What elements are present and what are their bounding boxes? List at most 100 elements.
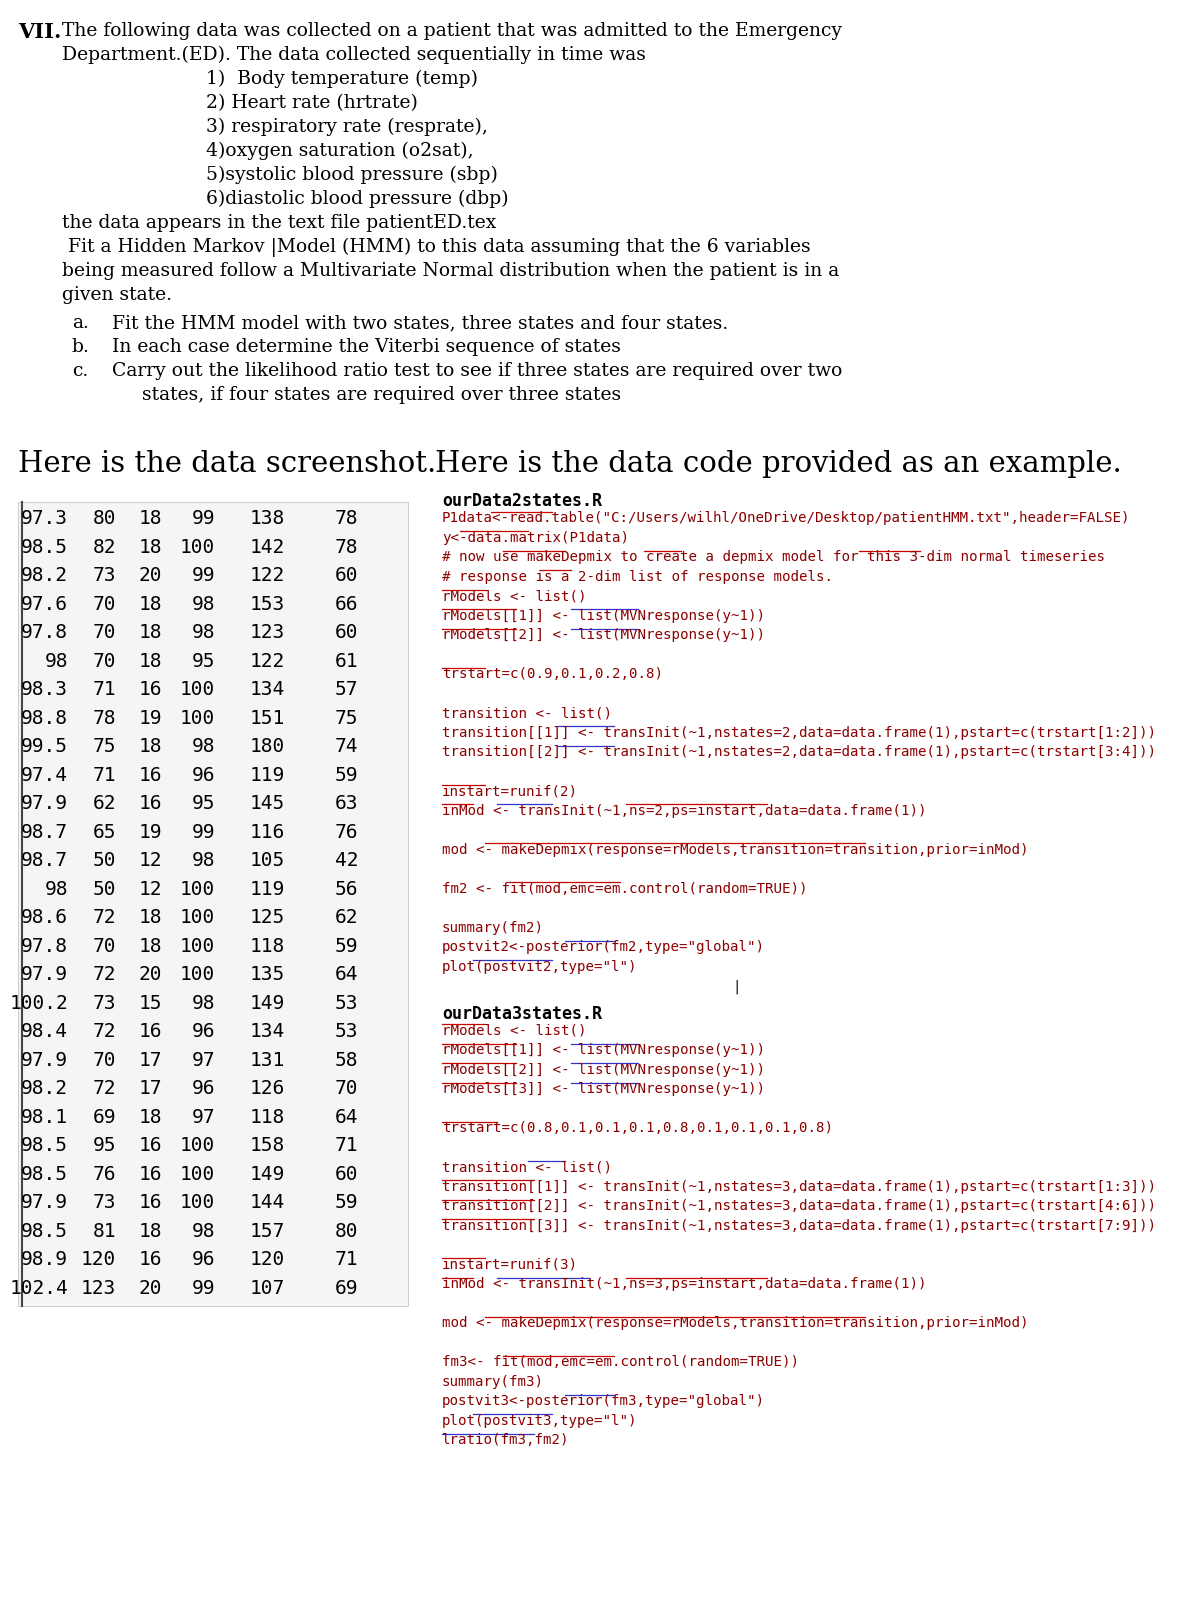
Text: 59: 59 — [335, 765, 358, 784]
Text: instart=runif(2): instart=runif(2) — [442, 784, 578, 799]
Text: 71: 71 — [92, 765, 116, 784]
Text: summary(fm2): summary(fm2) — [442, 921, 544, 935]
Text: 73: 73 — [92, 1193, 116, 1212]
Text: 98: 98 — [192, 1222, 215, 1241]
Text: In each case determine the Viterbi sequence of states: In each case determine the Viterbi seque… — [100, 338, 620, 355]
Text: 16: 16 — [138, 1137, 162, 1154]
Text: 158: 158 — [250, 1137, 286, 1154]
Text: 96: 96 — [192, 765, 215, 784]
Text: 15: 15 — [138, 994, 162, 1012]
Text: c.: c. — [72, 362, 89, 379]
Text: 64: 64 — [335, 1108, 358, 1127]
Text: 98.9: 98.9 — [22, 1250, 68, 1270]
Text: 97: 97 — [192, 1050, 215, 1069]
Text: fm2 <- fit(mod,emc=em.control(random=TRUE)): fm2 <- fit(mod,emc=em.control(random=TRU… — [442, 882, 808, 895]
Text: 56: 56 — [335, 879, 358, 898]
Text: 71: 71 — [335, 1250, 358, 1270]
Text: 100: 100 — [180, 1193, 215, 1212]
Text: 119: 119 — [250, 765, 286, 784]
Text: 70: 70 — [92, 1050, 116, 1069]
Text: P1data<-read.table("C:/Users/wilhl/OneDrive/Desktop/patientHMM.txt",header=FALSE: P1data<-read.table("C:/Users/wilhl/OneDr… — [442, 511, 1130, 525]
Text: 97.9: 97.9 — [22, 1193, 68, 1212]
Text: rModels[[1]] <- list(MVNresponse(y~1)): rModels[[1]] <- list(MVNresponse(y~1)) — [442, 1044, 766, 1057]
Text: rModels[[2]] <- list(MVNresponse(y~1)): rModels[[2]] <- list(MVNresponse(y~1)) — [442, 628, 766, 642]
Text: 75: 75 — [335, 709, 358, 727]
Text: 98.8: 98.8 — [22, 709, 68, 727]
Text: 18: 18 — [138, 594, 162, 613]
Text: 97.8: 97.8 — [22, 937, 68, 956]
Text: 98: 98 — [44, 652, 68, 671]
Text: 126: 126 — [250, 1079, 286, 1098]
Text: 6)diastolic blood pressure (dbp): 6)diastolic blood pressure (dbp) — [62, 191, 509, 208]
Text: 12: 12 — [138, 852, 162, 869]
Text: 70: 70 — [92, 594, 116, 613]
Text: 66: 66 — [335, 594, 358, 613]
Text: 98.5: 98.5 — [22, 1164, 68, 1183]
Text: 53: 53 — [335, 1021, 358, 1041]
Text: 120: 120 — [80, 1250, 116, 1270]
Text: 98.3: 98.3 — [22, 680, 68, 700]
Text: 60: 60 — [335, 567, 358, 584]
Text: 18: 18 — [138, 538, 162, 557]
Text: 98.1: 98.1 — [22, 1108, 68, 1127]
Text: 20: 20 — [138, 965, 162, 985]
Text: plot(postvit2,type="l"): plot(postvit2,type="l") — [442, 959, 637, 973]
Text: 73: 73 — [92, 567, 116, 584]
Text: 3) respiratory rate (resprate),: 3) respiratory rate (resprate), — [62, 118, 488, 136]
Text: 70: 70 — [92, 623, 116, 642]
Text: Fit the HMM model with two states, three states and four states.: Fit the HMM model with two states, three… — [100, 314, 728, 331]
Text: # response is a 2-dim list of response models.: # response is a 2-dim list of response m… — [442, 570, 833, 584]
Text: 20: 20 — [138, 567, 162, 584]
Text: transition[[1]] <- transInit(~1,nstates=2,data=data.frame(1),pstart=c(trstart[1:: transition[[1]] <- transInit(~1,nstates=… — [442, 725, 1156, 740]
Text: 98: 98 — [192, 852, 215, 869]
Text: Carry out the likelihood ratio test to see if three states are required over two: Carry out the likelihood ratio test to s… — [100, 362, 842, 379]
Text: 64: 64 — [335, 965, 358, 985]
Text: 97.9: 97.9 — [22, 1050, 68, 1069]
Text: rModels <- list(): rModels <- list() — [442, 589, 587, 604]
Text: 119: 119 — [250, 879, 286, 898]
Text: 118: 118 — [250, 1108, 286, 1127]
Text: 72: 72 — [92, 965, 116, 985]
Text: 73: 73 — [92, 994, 116, 1012]
Text: 70: 70 — [92, 937, 116, 956]
Text: rModels[[3]] <- list(MVNresponse(y~1)): rModels[[3]] <- list(MVNresponse(y~1)) — [442, 1082, 766, 1097]
Text: 95: 95 — [92, 1137, 116, 1154]
Text: 98: 98 — [44, 879, 68, 898]
Text: Here is the data screenshot.: Here is the data screenshot. — [18, 450, 437, 479]
Text: 97.4: 97.4 — [22, 765, 68, 784]
Text: 50: 50 — [92, 852, 116, 869]
Text: 82: 82 — [92, 538, 116, 557]
Text: transition[[3]] <- transInit(~1,nstates=3,data=data.frame(1),pstart=c(trstart[7:: transition[[3]] <- transInit(~1,nstates=… — [442, 1218, 1156, 1233]
Text: 98.2: 98.2 — [22, 1079, 68, 1098]
Text: mod <- makeDepmix(response=rModels,transition=transition,prior=inMod): mod <- makeDepmix(response=rModels,trans… — [442, 842, 1028, 857]
Text: 76: 76 — [335, 823, 358, 842]
Text: summary(fm3): summary(fm3) — [442, 1375, 544, 1390]
Text: 4)oxygen saturation (o2sat),: 4)oxygen saturation (o2sat), — [62, 142, 474, 160]
Text: 78: 78 — [335, 509, 358, 528]
Text: 16: 16 — [138, 680, 162, 700]
Text: 97.3: 97.3 — [22, 509, 68, 528]
Text: 72: 72 — [92, 1021, 116, 1041]
Text: 18: 18 — [138, 623, 162, 642]
Text: 138: 138 — [250, 509, 286, 528]
Text: 50: 50 — [92, 879, 116, 898]
Text: being measured follow a Multivariate Normal distribution when the patient is in : being measured follow a Multivariate Nor… — [62, 263, 839, 280]
Text: rModels <- list(): rModels <- list() — [442, 1025, 587, 1037]
Text: 98: 98 — [192, 594, 215, 613]
Text: 100: 100 — [180, 709, 215, 727]
Text: transition <- list(): transition <- list() — [442, 706, 612, 720]
Text: 18: 18 — [138, 736, 162, 756]
Text: 78: 78 — [335, 538, 358, 557]
Text: 99: 99 — [192, 1279, 215, 1297]
Text: 99.5: 99.5 — [22, 736, 68, 756]
Text: 95: 95 — [192, 652, 215, 671]
Text: 60: 60 — [335, 1164, 358, 1183]
Text: 72: 72 — [92, 1079, 116, 1098]
Text: 2) Heart rate (hrtrate): 2) Heart rate (hrtrate) — [62, 94, 418, 112]
Text: 16: 16 — [138, 1193, 162, 1212]
Text: 70: 70 — [335, 1079, 358, 1098]
Text: 69: 69 — [92, 1108, 116, 1127]
Text: 18: 18 — [138, 1222, 162, 1241]
Text: given state.: given state. — [62, 287, 172, 304]
Text: 123: 123 — [80, 1279, 116, 1297]
